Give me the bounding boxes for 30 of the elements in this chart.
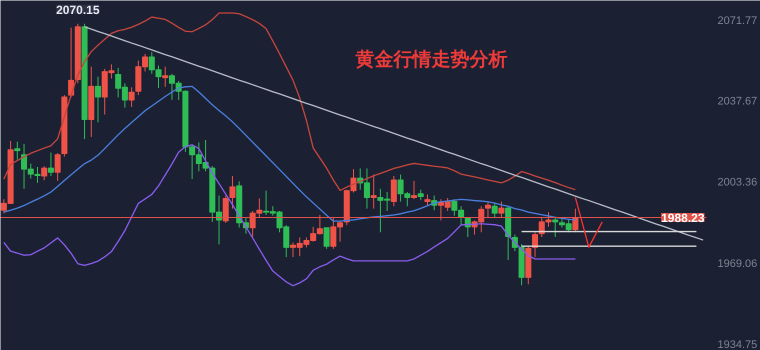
- candlestick: [390, 175, 397, 207]
- candlestick: [54, 152, 61, 182]
- candlestick: [48, 152, 54, 176]
- line-series: [3, 144, 576, 286]
- candlestick: [410, 180, 418, 200]
- candlestick: [552, 216, 558, 238]
- candlestick: [324, 227, 330, 250]
- y-tick-label: 2037.67: [718, 96, 758, 108]
- ref-line-label: 1988.23: [661, 211, 705, 226]
- y-tick-label: 2071.77: [718, 14, 758, 27]
- candlestick: [484, 201, 491, 219]
- candlestick: [94, 76, 102, 123]
- candlestick: [492, 202, 498, 219]
- candlestick: [370, 174, 377, 210]
- y-tick-label: 2003.36: [718, 176, 758, 189]
- candlestick: [418, 189, 424, 201]
- candlestick: [128, 86, 135, 108]
- candlestick: [532, 232, 538, 258]
- candlestick: [229, 175, 236, 210]
- line-series: [84, 26, 704, 241]
- line-series: [574, 196, 603, 248]
- annotation: 2070.15: [56, 2, 100, 17]
- candlestick: [498, 201, 504, 219]
- candlestick: [162, 66, 168, 88]
- candlestick: [222, 195, 229, 224]
- candlestick: [424, 194, 430, 207]
- y-tick-label: 1934.75: [718, 338, 758, 350]
- y-tick-label: 1969.06: [718, 258, 758, 270]
- text: 黄金行情走势分析: [354, 48, 508, 70]
- candlestick: [41, 166, 48, 181]
